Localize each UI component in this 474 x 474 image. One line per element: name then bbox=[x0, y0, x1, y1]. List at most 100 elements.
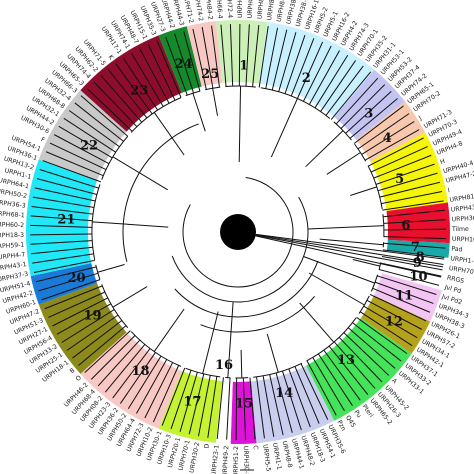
cluster-stem bbox=[319, 238, 384, 246]
terminal-branch bbox=[328, 345, 369, 395]
cluster-number: 22 bbox=[80, 139, 98, 154]
terminal-branch bbox=[383, 228, 446, 231]
cluster-sector-5 bbox=[370, 132, 448, 212]
leaf-label: URPH43-2 bbox=[451, 203, 474, 213]
terminal-branch bbox=[347, 327, 396, 369]
terminal-branch bbox=[30, 224, 93, 228]
cluster-stem bbox=[240, 349, 243, 378]
leaf-label: URPH84-2 bbox=[203, 0, 214, 20]
cluster-number: 18 bbox=[131, 364, 149, 379]
terminal-branch bbox=[34, 187, 96, 202]
tree-branches bbox=[30, 24, 446, 440]
cluster-numbers: 1234567891011121314151617181920212223242… bbox=[57, 57, 427, 411]
terminal-branch bbox=[338, 336, 383, 383]
cluster-number: 19 bbox=[83, 309, 101, 324]
cluster-stem bbox=[266, 333, 279, 373]
terminal-branch bbox=[104, 344, 146, 393]
terminal-branch bbox=[42, 160, 102, 183]
leaf-label: URPH8-2 bbox=[256, 0, 266, 19]
terminal-branch bbox=[381, 255, 444, 268]
terminal-branch bbox=[179, 372, 198, 432]
terminal-branch bbox=[343, 332, 390, 376]
terminal-branch bbox=[317, 353, 353, 406]
cluster-number: 1 bbox=[239, 59, 248, 74]
cluster-branch-arc bbox=[91, 184, 101, 260]
terminal-branch bbox=[112, 348, 151, 399]
terminal-branch bbox=[242, 377, 247, 440]
terminal-branch bbox=[258, 26, 269, 88]
terminal-branch bbox=[382, 200, 444, 211]
cluster-sector-15 bbox=[230, 381, 257, 444]
terminal-branch bbox=[366, 299, 423, 330]
cluster-stem bbox=[192, 92, 206, 132]
terminal-branch bbox=[361, 121, 415, 155]
cluster-number: 25 bbox=[201, 67, 219, 82]
terminal-branch bbox=[36, 178, 98, 196]
leaf-label: A bbox=[390, 377, 398, 386]
terminal-branch bbox=[80, 95, 129, 137]
cluster-sector-24 bbox=[158, 26, 202, 93]
terminal-branch bbox=[353, 105, 404, 144]
leaf-label: URPH8-1 bbox=[247, 0, 255, 19]
cluster-sector-3 bbox=[334, 69, 406, 140]
leaf-label: URPH18-3 bbox=[0, 232, 24, 239]
terminal-branch bbox=[41, 279, 101, 301]
terminal-branch bbox=[147, 44, 176, 101]
terminal-branch bbox=[372, 287, 431, 313]
terminal-branch bbox=[220, 24, 227, 87]
cluster-number: 2 bbox=[302, 71, 311, 86]
terminal-branch bbox=[52, 297, 108, 327]
terminal-branch bbox=[294, 366, 320, 424]
terminal-branch bbox=[48, 291, 106, 318]
terminal-branch bbox=[35, 266, 97, 283]
leaf-label: URPH4-7 bbox=[0, 251, 26, 261]
terminal-branch bbox=[349, 98, 398, 139]
terminal-branch bbox=[314, 55, 349, 109]
terminal-branch bbox=[136, 359, 168, 414]
leaf-label: H bbox=[439, 158, 446, 166]
root-ring bbox=[220, 214, 256, 250]
cluster-stem bbox=[350, 186, 378, 197]
leaf-label: RRGS bbox=[446, 275, 464, 286]
terminal-branch bbox=[359, 311, 413, 347]
terminal-branch bbox=[377, 275, 437, 295]
terminal-branch bbox=[56, 303, 112, 335]
terminal-branch bbox=[38, 272, 99, 292]
cluster-branch-arc bbox=[382, 214, 385, 238]
cluster-stem bbox=[153, 308, 185, 352]
leaf-label: J bbox=[417, 115, 423, 123]
terminal-branch bbox=[265, 27, 279, 89]
leaf-label: C bbox=[252, 445, 259, 450]
terminal-branch bbox=[86, 88, 133, 132]
terminal-branch bbox=[68, 110, 120, 148]
terminal-branch bbox=[201, 27, 214, 89]
terminal-branch bbox=[369, 293, 427, 322]
leaf-label: Pu bbox=[352, 409, 362, 419]
cluster-number: 21 bbox=[57, 213, 75, 228]
terminal-branch bbox=[302, 45, 332, 102]
terminal-branch bbox=[53, 134, 110, 165]
leaf-label: URPH36-2 bbox=[451, 214, 474, 223]
terminal-branch bbox=[363, 305, 418, 339]
terminal-branch bbox=[252, 24, 260, 87]
leaf-label: URPH23-1 bbox=[210, 445, 220, 474]
cluster-stem bbox=[305, 130, 344, 168]
terminal-branch bbox=[383, 219, 446, 224]
terminal-branch bbox=[152, 365, 180, 423]
cluster-stem bbox=[308, 272, 365, 306]
cluster-number: 8 bbox=[416, 250, 425, 265]
cluster-number: 16 bbox=[215, 358, 233, 373]
leaf-label: URPH81-2 bbox=[449, 192, 474, 204]
terminal-branch bbox=[63, 117, 117, 153]
terminal-branch bbox=[308, 50, 340, 105]
terminal-branch bbox=[144, 362, 174, 419]
leaf-label: URPH8-3 bbox=[266, 0, 277, 21]
leaf-label: I bbox=[447, 187, 450, 194]
terminal-branch bbox=[61, 309, 115, 343]
terminal-branch bbox=[284, 34, 306, 94]
terminal-branch bbox=[127, 355, 162, 409]
backbone-arc bbox=[182, 177, 294, 288]
terminal-branch bbox=[325, 65, 364, 116]
cluster-sector-2 bbox=[258, 22, 375, 118]
